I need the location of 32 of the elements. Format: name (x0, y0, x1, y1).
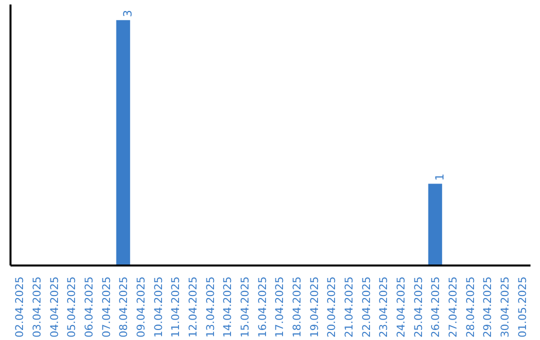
x-tick-label: 14.04.2025 (221, 276, 234, 338)
x-tick-label: 17.04.2025 (273, 276, 286, 338)
x-tick-label: 02.04.2025 (13, 276, 26, 338)
x-tick-label: 08.04.2025 (117, 276, 130, 338)
x-tick-label: 18.04.2025 (290, 276, 304, 338)
x-tick-label: 26.04.2025 (429, 276, 442, 338)
x-tick-label: 06.04.2025 (82, 276, 96, 338)
x-tick-label: 01.05.2025 (516, 276, 529, 338)
x-tick-label: 07.04.2025 (100, 276, 113, 338)
x-tick-label: 11.04.2025 (169, 276, 182, 338)
x-tick-label: 15.04.2025 (238, 276, 252, 338)
x-tick-label: 20.04.2025 (325, 276, 338, 338)
x-tick-label: 29.04.2025 (481, 276, 494, 338)
x-tick-label: 23.04.2025 (377, 276, 390, 338)
x-tick-label: 09.04.2025 (134, 276, 148, 338)
x-tick-label: 04.04.2025 (48, 276, 61, 338)
x-tick-label: 25.04.2025 (412, 276, 425, 338)
x-tick-label: 16.04.2025 (256, 276, 269, 338)
x-tick-label: 19.04.2025 (308, 276, 321, 338)
data-label: 3 (120, 10, 135, 18)
x-tick-label: 22.04.2025 (360, 276, 373, 338)
x-tick-label: 24.04.2025 (394, 276, 408, 338)
x-tick-label: 05.04.2025 (65, 276, 78, 338)
x-tick-label: 12.04.2025 (186, 276, 200, 338)
x-tick-label: 21.04.2025 (342, 276, 356, 338)
x-tick-label: 30.04.2025 (498, 276, 512, 338)
x-tick-label: 10.04.2025 (152, 276, 165, 338)
x-tick-label: 03.04.2025 (30, 276, 44, 338)
data-label: 1 (432, 174, 447, 181)
x-tick-label: 28.04.2025 (464, 276, 477, 338)
x-tick-label: 27.04.2025 (446, 276, 460, 338)
x-tick-label: 13.04.2025 (204, 276, 217, 338)
